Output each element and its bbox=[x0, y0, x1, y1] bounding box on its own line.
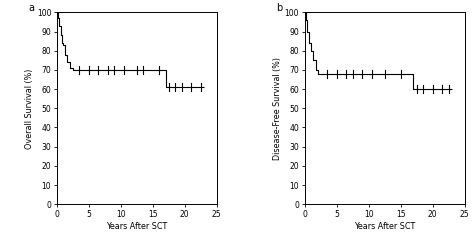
Y-axis label: Disease-Free Survival (%): Disease-Free Survival (%) bbox=[273, 57, 282, 160]
X-axis label: Years After SCT: Years After SCT bbox=[106, 222, 167, 231]
Text: b: b bbox=[276, 3, 282, 13]
Y-axis label: Overall Survival (%): Overall Survival (%) bbox=[25, 68, 34, 148]
Text: a: a bbox=[28, 3, 34, 13]
X-axis label: Years After SCT: Years After SCT bbox=[354, 222, 415, 231]
